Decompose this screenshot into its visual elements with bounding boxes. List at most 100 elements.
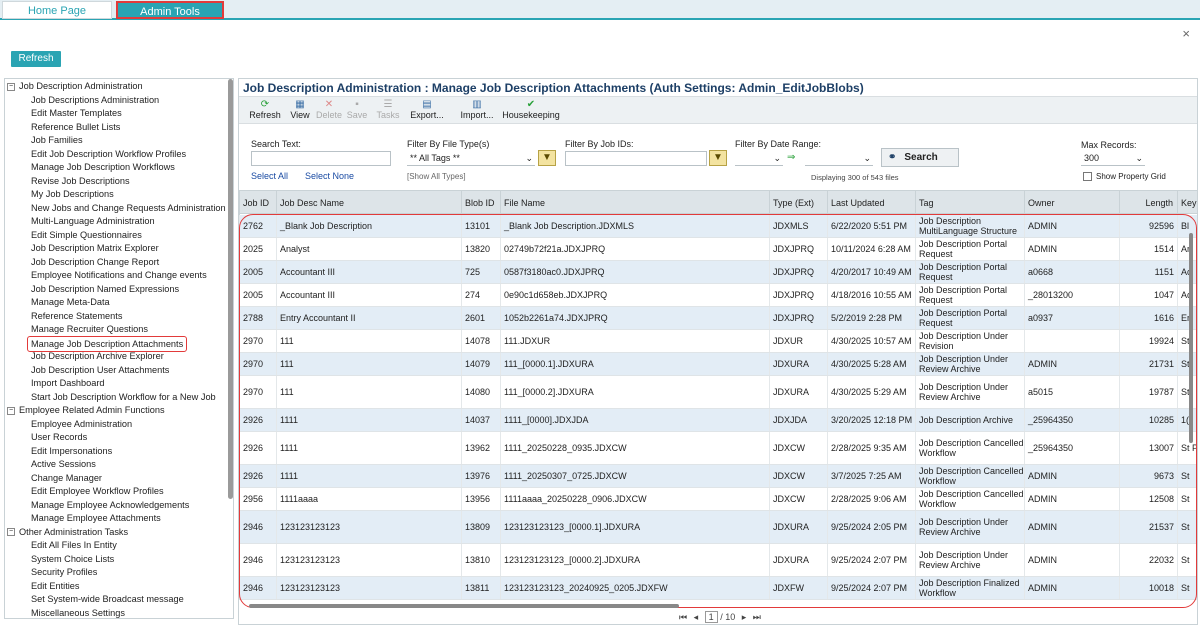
table-row[interactable]: 2005 Accountant III 725 0587f3180ac0.JDXJPR…	[239, 261, 1197, 284]
table-row[interactable]: 2946 123123123123 13810 123123123123_[0000.…	[239, 544, 1197, 577]
collapse-icon[interactable]: −	[7, 406, 15, 415]
save-button[interactable]: ▪ Save	[346, 99, 368, 120]
column-header-length[interactable]: Length	[1119, 191, 1177, 215]
close-icon[interactable]: ×	[1182, 26, 1190, 41]
column-header-blob-id[interactable]: Blob ID	[461, 191, 500, 215]
tree-item-new-jobs-and-change-requests-administration[interactable]: New Jobs and Change Requests Administrat…	[31, 202, 226, 215]
tree-item-edit-impersonations[interactable]: Edit Impersonations	[31, 445, 112, 458]
tree-item-edit-entities[interactable]: Edit Entities	[31, 580, 80, 593]
tree-item-my-job-descriptions[interactable]: My Job Descriptions	[31, 188, 114, 201]
column-header-file-name[interactable]: File Name	[500, 191, 769, 215]
tree-item-import-dashboard[interactable]: Import Dashboard	[31, 377, 105, 390]
tree-item-edit-all-files-in-entity[interactable]: Edit All Files In Entity	[31, 539, 117, 552]
tree-item-manage-recruiter-questions[interactable]: Manage Recruiter Questions	[31, 323, 148, 336]
next-page-icon[interactable]: ▸	[741, 612, 747, 622]
tree-group-job-description-administration[interactable]: − Job Description Administration	[7, 80, 143, 93]
tree-item-job-families[interactable]: Job Families	[31, 134, 83, 147]
column-header-key[interactable]: Key	[1177, 191, 1197, 215]
date-to-select[interactable]: ⌄	[805, 151, 873, 166]
grid-vertical-scrollbar[interactable]	[1189, 233, 1193, 443]
show-all-types-link[interactable]: [Show All Types]	[407, 172, 466, 181]
tree-item-job-description-user-attachments[interactable]: Job Description User Attachments	[31, 364, 169, 377]
table-row[interactable]: 2946 123123123123 13809 123123123123_[0000.…	[239, 511, 1197, 544]
nav-scrollbar[interactable]	[228, 79, 233, 499]
tree-item-miscellaneous-settings[interactable]: Miscellaneous Settings	[31, 607, 125, 619]
tree-item-multi-language-administration[interactable]: Multi-Language Administration	[31, 215, 155, 228]
tree-group-employee-related-admin-functions[interactable]: − Employee Related Admin Functions	[7, 404, 165, 417]
tree-item-employee-notifications-and-change-events[interactable]: Employee Notifications and Change events	[31, 269, 207, 282]
tree-item-job-descriptions-administration[interactable]: Job Descriptions Administration	[31, 94, 159, 107]
max-records-select[interactable]: 300 ⌄	[1081, 151, 1145, 166]
column-header-job-id[interactable]: Job ID	[239, 191, 276, 215]
table-row[interactable]: 2926 1111 14037 1111_[0000].JDXJDA JDXJDA 3/2…	[239, 409, 1197, 432]
table-row[interactable]: 2970 111 14080 111_[0000.2].JDXURA JDXURA 4/3…	[239, 376, 1197, 409]
tree-item-edit-master-templates[interactable]: Edit Master Templates	[31, 107, 122, 120]
table-row[interactable]: 2025 Analyst 13820 02749b72f21a.JDXJPRQ JDXJ…	[239, 238, 1197, 261]
tree-item-edit-job-description-workflow-profiles[interactable]: Edit Job Description Workflow Profiles	[31, 148, 186, 161]
first-page-icon[interactable]: ⏮	[679, 612, 688, 622]
column-header-tag[interactable]: Tag	[915, 191, 1024, 215]
tree-item-user-records[interactable]: User Records	[31, 431, 87, 444]
search-text-input[interactable]	[251, 151, 391, 166]
column-header-type-ext[interactable]: Type (Ext)	[769, 191, 827, 215]
tree-item-employee-administration[interactable]: Employee Administration	[31, 418, 132, 431]
tree-item-start-job-description-workflow-for-a-new-job[interactable]: Start Job Description Workflow for a New…	[31, 391, 216, 404]
file-type-select[interactable]: ** All Tags ** ⌄	[407, 151, 535, 166]
tab-admin-tools[interactable]: Admin Tools	[116, 1, 224, 19]
collapse-icon[interactable]: −	[7, 82, 15, 91]
tree-item-edit-simple-questionnaires[interactable]: Edit Simple Questionnaires	[31, 229, 142, 242]
tree-item-edit-employee-workflow-profiles[interactable]: Edit Employee Workflow Profiles	[31, 485, 164, 498]
table-row[interactable]: 2946 123123123123 13811 123123123123_202409…	[239, 577, 1197, 600]
job-ids-input[interactable]	[565, 151, 707, 166]
filter-job-ids-icon[interactable]: ▼	[709, 150, 727, 166]
table-row[interactable]: 2970 111 14079 111_[0000.1].JDXURA JDXURA 4/3…	[239, 353, 1197, 376]
tree-item-manage-employee-acknowledgements[interactable]: Manage Employee Acknowledgements	[31, 499, 189, 512]
tree-item-security-profiles[interactable]: Security Profiles	[31, 566, 97, 579]
table-row[interactable]: 2926 1111 13976 1111_20250307_0725.JDXCW JDX…	[239, 465, 1197, 488]
page-number-input[interactable]: 1	[704, 611, 718, 623]
table-row[interactable]: 2005 Accountant III 274 0e90c1d658eb.JDXJPR…	[239, 284, 1197, 307]
tree-item-reference-bullet-lists[interactable]: Reference Bullet Lists	[31, 121, 120, 134]
column-header-job-desc-name[interactable]: Job Desc Name	[276, 191, 461, 215]
tree-item-set-system-wide-broadcast-message[interactable]: Set System-wide Broadcast message	[31, 593, 184, 606]
tree-item-job-description-matrix-explorer[interactable]: Job Description Matrix Explorer	[31, 242, 159, 255]
table-row[interactable]: 2788 Entry Accountant II 2601 1052b2261a74.…	[239, 307, 1197, 330]
column-header-last-updated[interactable]: Last Updated	[827, 191, 915, 215]
table-row[interactable]: 2970 111 14078 111.JDXUR JDXUR 4/30/2025 10:5…	[239, 330, 1197, 353]
select-none-link[interactable]: Select None	[305, 171, 355, 181]
tasks-button[interactable]: ☰ Tasks	[375, 99, 401, 120]
view-button[interactable]: ▦ View	[288, 99, 312, 120]
show-property-grid-checkbox[interactable]	[1083, 172, 1092, 181]
tree-item-manage-employee-attachments[interactable]: Manage Employee Attachments	[31, 512, 161, 525]
export-button[interactable]: ▤ Export...	[409, 99, 445, 120]
tree-item-change-manager[interactable]: Change Manager	[31, 472, 102, 485]
last-page-icon[interactable]: ⏭	[752, 612, 761, 622]
column-header-owner[interactable]: Owner	[1024, 191, 1119, 215]
table-row[interactable]: 2762 _Blank Job Description 13101 _Blank Jo…	[239, 215, 1197, 238]
select-all-link[interactable]: Select All	[251, 171, 289, 181]
tree-group-other-administration-tasks[interactable]: − Other Administration Tasks	[7, 526, 128, 539]
prev-page-icon[interactable]: ◂	[693, 612, 699, 622]
delete-button[interactable]: ✕ Delete	[315, 99, 343, 120]
tree-item-active-sessions[interactable]: Active Sessions	[31, 458, 96, 471]
grid-horizontal-scrollbar[interactable]	[249, 604, 679, 608]
housekeeping-button[interactable]: ✔ Housekeeping	[501, 99, 561, 120]
filter-file-type-icon[interactable]: ▼	[538, 150, 556, 166]
tree-item-manage-job-description-workflows[interactable]: Manage Job Description Workflows	[31, 161, 175, 174]
tab-home-page[interactable]: Home Page	[2, 1, 112, 19]
refresh-button[interactable]: ⟳ Refresh	[247, 99, 283, 120]
tree-item-manage-job-description-attachments[interactable]: Manage Job Description Attachments	[27, 335, 188, 352]
tree-item-manage-meta-data[interactable]: Manage Meta-Data	[31, 296, 110, 309]
collapse-icon[interactable]: −	[7, 528, 15, 537]
tree-item-revise-job-descriptions[interactable]: Revise Job Descriptions	[31, 175, 130, 188]
refresh-button[interactable]: Refresh	[11, 51, 61, 67]
table-row[interactable]: 2926 1111 13962 1111_20250228_0935.JDXCW JDX…	[239, 432, 1197, 465]
search-button[interactable]: ⚭ Search	[881, 148, 959, 167]
table-row[interactable]: 2956 1111aaaa 13956 1111aaaa_20250228_0906.…	[239, 488, 1197, 511]
tree-item-job-description-change-report[interactable]: Job Description Change Report	[31, 256, 159, 269]
tree-item-system-choice-lists[interactable]: System Choice Lists	[31, 553, 114, 566]
tree-item-reference-statements[interactable]: Reference Statements	[31, 310, 122, 323]
import-button[interactable]: ▥ Import...	[457, 99, 497, 120]
date-from-select[interactable]: ⌄	[735, 151, 783, 166]
tree-item-job-description-named-expressions[interactable]: Job Description Named Expressions	[31, 283, 179, 296]
